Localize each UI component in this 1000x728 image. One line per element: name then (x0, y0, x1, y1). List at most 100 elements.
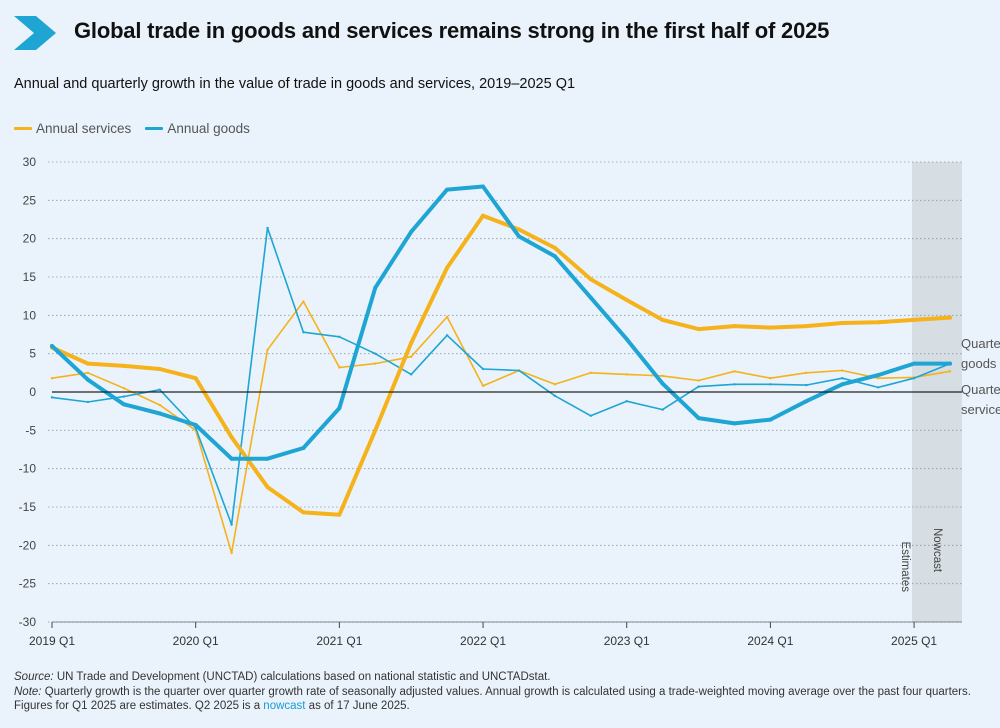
data-point-quarterly-goods (697, 385, 700, 388)
y-tick-label: 15 (23, 270, 37, 284)
chevron-logo-icon (14, 16, 56, 50)
data-point-annual-services (516, 227, 521, 232)
data-point-quarterly-services (302, 300, 305, 303)
page-title: Global trade in goods and services remai… (74, 18, 830, 43)
data-point-quarterly-services (553, 383, 557, 386)
quarterly-goods-label-line1: Quarterly (961, 336, 1000, 351)
data-point-annual-goods (373, 285, 378, 290)
data-point-quarterly-goods (553, 394, 557, 398)
data-point-quarterly-goods (302, 331, 305, 334)
data-point-annual-goods (912, 361, 917, 366)
data-point-annual-services (337, 512, 342, 517)
series-line-annual-services (50, 213, 952, 517)
x-tick-label: 2021 Q1 (316, 634, 362, 648)
data-point-quarterly-services (374, 362, 377, 365)
data-point-annual-goods (481, 184, 486, 189)
data-point-quarterly-goods (50, 396, 54, 399)
data-point-quarterly-goods (158, 388, 161, 391)
series-line-quarterly-goods (51, 227, 951, 526)
data-point-quarterly-services (805, 371, 808, 375)
line-chart: 30 25 20 15 10 5 0 -5 -10 -15 -20 -25 -30 2019 Q1 2020… (19, 155, 1000, 648)
source-text: UN Trade and Development (UNCTAD) calcul… (53, 671, 551, 683)
data-point-annual-services (85, 361, 90, 366)
x-tick-label: 2024 Q1 (747, 634, 793, 648)
data-point-annual-goods (337, 406, 342, 411)
data-point-annual-services (912, 317, 917, 322)
data-point-quarterly-services (733, 370, 736, 373)
data-point-quarterly-goods (625, 400, 628, 403)
data-point-quarterly-services (158, 403, 161, 407)
series-line-annual-goods (50, 184, 952, 461)
y-tick-label: 10 (23, 308, 37, 322)
data-point-annual-services (840, 321, 845, 325)
data-point-quarterly-services (230, 551, 233, 555)
estimates-label: Estimates (899, 542, 911, 593)
chart-subtitle: Annual and quarterly growth in the value… (14, 76, 576, 92)
data-point-annual-goods (948, 361, 952, 366)
data-point-quarterly-goods (805, 383, 808, 387)
y-tick-label: -10 (19, 462, 37, 476)
data-point-annual-goods (696, 416, 701, 421)
y-tick-label: 30 (23, 155, 37, 169)
note-line: Note: Quarterly growth is the quarter ov… (14, 685, 994, 714)
data-point-quarterly-services (625, 373, 628, 376)
data-point-quarterly-goods (481, 367, 485, 371)
data-point-annual-goods (804, 399, 809, 404)
y-tick-label: 0 (29, 385, 36, 399)
data-point-annual-services (660, 317, 665, 322)
data-point-annual-services (804, 324, 809, 329)
data-point-annual-goods (265, 456, 270, 461)
y-tick-label: -20 (19, 538, 37, 552)
data-point-annual-services (157, 367, 162, 371)
data-point-quarterly-services (589, 371, 592, 375)
x-tick-label: 2023 Q1 (604, 634, 650, 648)
legend-item-annual-services: Annual services (14, 121, 131, 136)
source-label: Source: (14, 671, 54, 683)
data-point-quarterly-services (338, 366, 341, 369)
data-point-annual-goods (85, 377, 90, 382)
y-tick-label: -5 (25, 423, 36, 437)
data-point-annual-goods (732, 421, 737, 426)
data-point-quarterly-services (445, 315, 449, 319)
data-point-annual-services (481, 213, 486, 218)
nowcast-link[interactable]: nowcast (263, 700, 306, 712)
data-point-annual-goods (660, 381, 665, 386)
x-tick-label: 2022 Q1 (460, 634, 506, 648)
nowcast-label: Nowcast (931, 528, 943, 573)
data-point-annual-services (445, 265, 450, 270)
data-point-quarterly-services (661, 374, 664, 378)
series-line-quarterly-services (51, 300, 951, 554)
data-point-quarterly-goods (912, 377, 916, 380)
data-point-quarterly-services (876, 377, 880, 380)
data-point-quarterly-services (769, 377, 772, 380)
data-point-annual-goods (840, 382, 845, 387)
data-point-annual-services (373, 428, 378, 433)
data-point-quarterly-services (948, 370, 952, 373)
data-point-annual-goods (516, 234, 521, 239)
data-point-quarterly-goods (266, 226, 269, 230)
data-point-quarterly-services (50, 377, 54, 380)
data-point-quarterly-goods (876, 386, 880, 389)
note-text: Quarterly growth is the quarter over qua… (14, 685, 971, 713)
quarterly-services-label-line1: Quarterly (961, 382, 1000, 397)
legend-label-annual-services: Annual services (36, 121, 132, 136)
data-point-annual-services (624, 298, 629, 302)
data-point-quarterly-services (122, 386, 126, 390)
data-point-annual-services (121, 363, 126, 368)
data-point-annual-goods (409, 229, 414, 234)
data-point-annual-goods (193, 422, 198, 427)
data-point-annual-services (265, 485, 270, 490)
data-point-annual-services (409, 340, 414, 345)
x-tick-label: 2019 Q1 (29, 634, 75, 648)
y-tick-label: -15 (19, 500, 37, 514)
data-point-annual-goods (588, 295, 593, 300)
data-point-annual-goods (301, 445, 306, 450)
data-point-annual-goods (229, 456, 234, 461)
quarterly-services-label-line2: services (961, 402, 1000, 417)
data-point-annual-goods (445, 187, 450, 192)
data-point-quarterly-services (410, 355, 413, 358)
data-point-annual-goods (121, 402, 126, 407)
data-point-annual-services (301, 510, 306, 515)
x-tick-label: 2025 Q1 (891, 634, 937, 648)
data-point-annual-services (768, 325, 773, 330)
